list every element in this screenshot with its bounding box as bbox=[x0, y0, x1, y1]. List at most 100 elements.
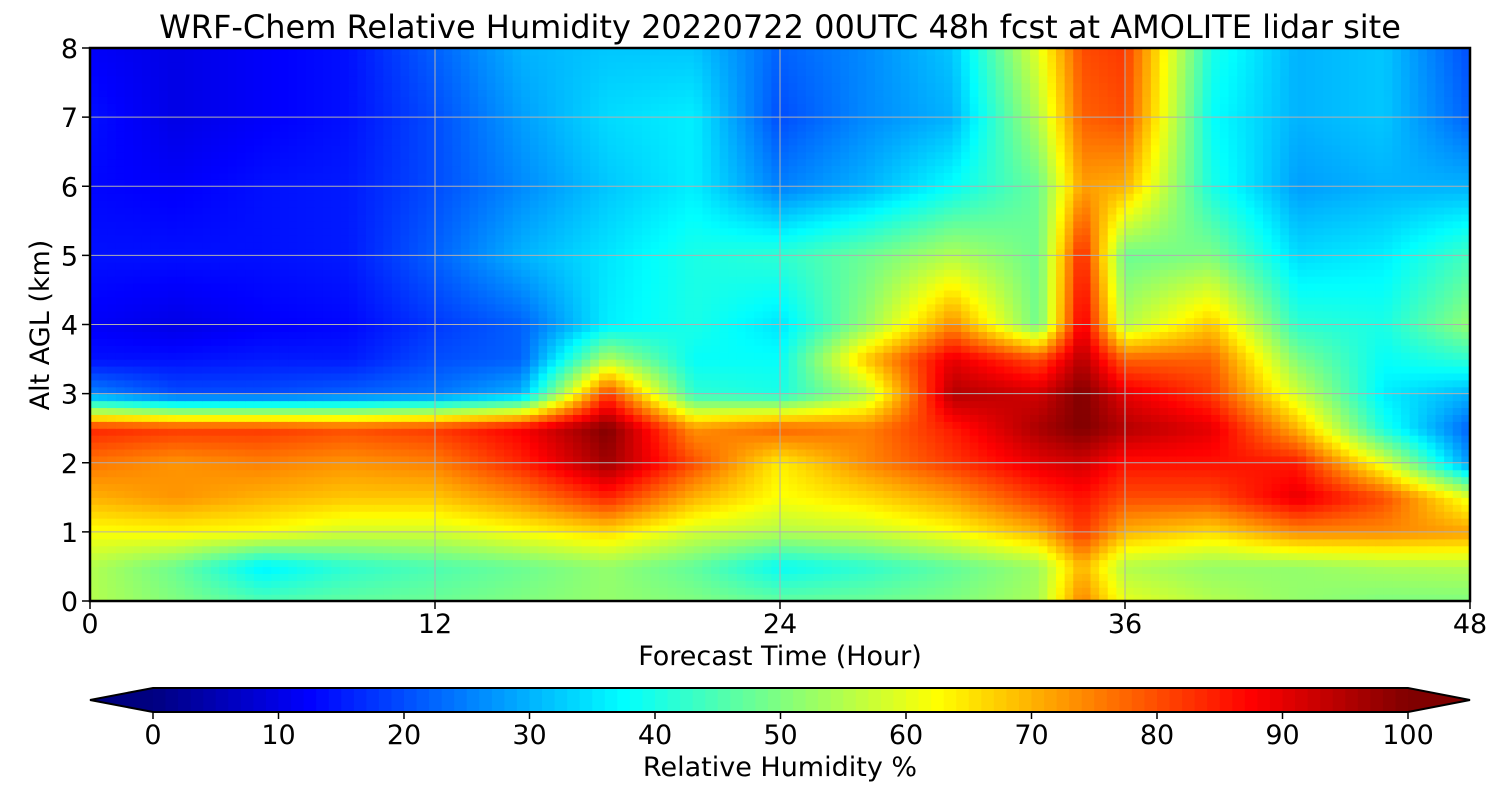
heatmap-cell bbox=[1323, 524, 1333, 533]
heatmap-cell bbox=[271, 497, 281, 505]
heatmap-cell bbox=[1245, 386, 1255, 395]
heatmap-cell bbox=[1288, 462, 1299, 471]
heatmap-cell bbox=[495, 538, 505, 547]
heatmap-cell bbox=[1202, 414, 1212, 422]
heatmap-cell bbox=[90, 511, 100, 519]
heatmap-cell bbox=[1219, 490, 1230, 498]
heatmap-cell bbox=[935, 559, 945, 568]
heatmap-cell bbox=[555, 580, 565, 588]
heatmap-cell bbox=[271, 462, 281, 471]
heatmap-cell bbox=[659, 490, 669, 498]
heatmap-cell bbox=[400, 421, 410, 429]
heatmap-cell bbox=[1375, 580, 1385, 588]
heatmap-cell bbox=[305, 524, 315, 533]
heatmap-cell bbox=[1047, 580, 1057, 588]
heatmap-cell bbox=[426, 442, 436, 450]
heatmap-cell bbox=[840, 518, 850, 526]
heatmap-cell bbox=[133, 414, 143, 422]
heatmap-cell bbox=[607, 531, 617, 540]
heatmap-cell bbox=[305, 511, 315, 519]
heatmap-cell bbox=[478, 442, 488, 450]
heatmap-cell bbox=[383, 386, 393, 395]
heatmap-cell bbox=[745, 545, 755, 554]
heatmap-cell bbox=[590, 573, 600, 581]
heatmap-cell bbox=[1073, 386, 1083, 395]
heatmap-cell bbox=[245, 594, 255, 601]
heatmap-cell bbox=[98, 469, 108, 478]
heatmap-cell bbox=[1349, 552, 1359, 561]
heatmap-cell bbox=[193, 559, 203, 568]
heatmap-cell bbox=[400, 407, 410, 415]
heatmap-cell bbox=[210, 545, 220, 554]
heatmap-cell bbox=[210, 566, 220, 574]
heatmap-cell bbox=[598, 469, 609, 478]
heatmap-cell bbox=[935, 483, 945, 491]
heatmap-cell bbox=[1297, 580, 1307, 588]
heatmap-cell bbox=[107, 421, 117, 429]
heatmap-cell bbox=[616, 490, 626, 498]
heatmap-cell bbox=[943, 573, 954, 581]
heatmap-cell bbox=[1125, 469, 1135, 478]
heatmap-cell bbox=[305, 393, 315, 402]
heatmap-cell bbox=[918, 497, 928, 505]
heatmap-cell bbox=[1004, 455, 1014, 464]
heatmap-cell bbox=[1254, 393, 1264, 402]
heatmap-cell bbox=[1099, 587, 1109, 595]
heatmap-cell bbox=[478, 393, 488, 402]
heatmap-cell bbox=[607, 407, 617, 415]
heatmap-cell bbox=[961, 483, 971, 491]
heatmap-cell bbox=[1047, 490, 1057, 498]
heatmap-cell bbox=[573, 524, 583, 533]
heatmap-cell bbox=[391, 531, 402, 540]
heatmap-cell bbox=[512, 538, 522, 547]
heatmap-cell bbox=[1314, 448, 1324, 457]
heatmap-cell bbox=[167, 476, 177, 485]
heatmap-cell bbox=[633, 435, 643, 443]
heatmap-cell bbox=[1064, 566, 1074, 574]
heatmap-cell bbox=[366, 566, 376, 574]
heatmap-cell bbox=[1133, 393, 1143, 402]
heatmap-cell bbox=[616, 476, 626, 485]
heatmap-cell bbox=[935, 448, 945, 457]
heatmap-cell bbox=[935, 428, 945, 436]
heatmap-cell bbox=[1021, 462, 1031, 471]
heatmap-cell bbox=[1280, 435, 1290, 443]
heatmap-cell bbox=[1142, 455, 1152, 464]
heatmap-cell bbox=[202, 566, 212, 574]
heatmap-cell bbox=[107, 490, 117, 498]
heatmap-cell bbox=[176, 594, 186, 601]
heatmap-cell bbox=[874, 386, 885, 395]
heatmap-cell bbox=[1090, 524, 1100, 533]
heatmap-cell bbox=[633, 552, 643, 561]
heatmap-cell bbox=[943, 511, 954, 519]
heatmap-cell bbox=[987, 580, 997, 588]
heatmap-cell bbox=[874, 476, 885, 485]
heatmap-cell bbox=[1306, 524, 1316, 533]
heatmap-cell bbox=[1004, 490, 1014, 498]
heatmap-cell bbox=[107, 379, 117, 388]
heatmap-cell bbox=[849, 511, 859, 519]
heatmap-cell bbox=[1228, 538, 1238, 547]
heatmap-cell bbox=[1237, 566, 1247, 574]
heatmap-cell bbox=[745, 552, 755, 561]
heatmap-cell bbox=[685, 400, 695, 409]
heatmap-cell bbox=[1116, 504, 1126, 512]
heatmap-cell bbox=[1038, 421, 1048, 429]
heatmap-cell bbox=[443, 414, 453, 422]
heatmap-cell bbox=[1418, 462, 1428, 471]
heatmap-cell bbox=[900, 483, 910, 491]
heatmap-cell bbox=[995, 462, 1005, 471]
heatmap-cell bbox=[469, 587, 479, 595]
heatmap-cell bbox=[1228, 400, 1238, 409]
heatmap-cell bbox=[176, 490, 186, 498]
heatmap-cell bbox=[1280, 559, 1290, 568]
heatmap-cell bbox=[831, 490, 841, 498]
heatmap-cell bbox=[831, 552, 841, 561]
heatmap-cell bbox=[193, 497, 203, 505]
heatmap-cell bbox=[141, 421, 151, 429]
heatmap-cell bbox=[624, 524, 634, 533]
heatmap-cell bbox=[1444, 587, 1454, 595]
heatmap-cell bbox=[262, 587, 272, 595]
heatmap-cell bbox=[1150, 455, 1161, 464]
heatmap-cell bbox=[1452, 414, 1462, 422]
